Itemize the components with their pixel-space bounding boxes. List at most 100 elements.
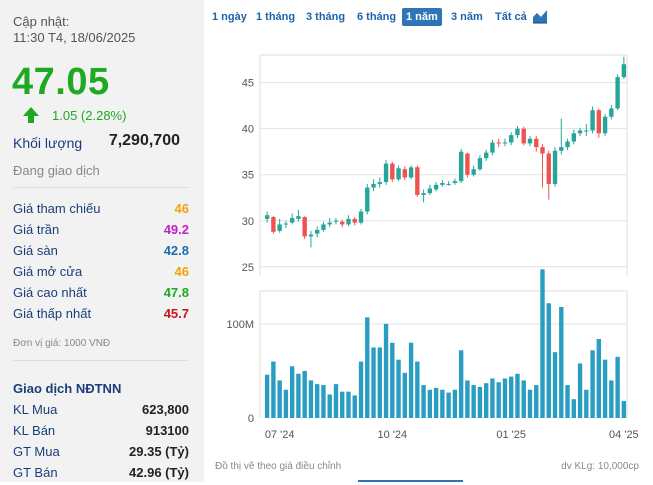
volume-value: 7,290,700	[108, 132, 180, 149]
price-stat-value: 46	[174, 264, 189, 279]
candle-body	[264, 215, 270, 219]
volume-bar	[552, 352, 558, 418]
volume-bar	[521, 380, 526, 418]
volume-bar	[596, 338, 602, 418]
price-change: 1.05 (2.28%)	[52, 108, 127, 123]
price-stat-value: 46	[174, 201, 189, 216]
price-tick-label: 45	[242, 78, 254, 90]
candle-body	[340, 221, 345, 225]
foreign-stat-label: KL Mua	[13, 402, 58, 417]
volume-bar	[321, 385, 326, 418]
candle-body	[440, 182, 445, 185]
volume-bar	[534, 385, 539, 418]
arrow-up-icon-stem	[28, 115, 34, 123]
candle-body	[446, 183, 451, 185]
price-stat-row: Giá tham chiếu 46	[13, 201, 189, 221]
volume-bar	[427, 389, 433, 418]
foreign-stat-value: 29.35 (Tỷ)	[129, 444, 189, 459]
foreign-stat-label: KL Bán	[13, 423, 56, 438]
price-stat-label: Giá sàn	[13, 243, 58, 258]
candle-body	[415, 167, 420, 195]
candle-body	[559, 147, 564, 151]
volume-bar	[421, 385, 426, 418]
candle-body	[427, 188, 433, 194]
range-tab[interactable]: 1 tháng	[256, 11, 296, 23]
price-stat-label: Giá tham chiếu	[13, 201, 101, 216]
candle-body	[590, 110, 595, 131]
candle-body	[602, 116, 608, 134]
range-tab[interactable]: 1 năm	[402, 8, 442, 26]
chart-footnote: Đồ thị vẽ theo giá điều chỉnh	[215, 461, 342, 472]
candle-body	[377, 182, 382, 184]
candle-body	[509, 135, 514, 143]
price-stat-label: Giá mở cửa	[13, 264, 83, 279]
candle-body	[327, 222, 332, 225]
volume-bar	[465, 380, 470, 418]
volume-bar	[577, 363, 583, 418]
candle-body	[534, 138, 539, 148]
range-tab[interactable]: 3 năm	[451, 11, 483, 23]
volume-bar	[502, 378, 508, 418]
range-tab[interactable]: 3 tháng	[306, 11, 346, 23]
volume-bar	[296, 373, 301, 418]
volume-bar	[340, 391, 345, 418]
price-tick-label: 35	[242, 170, 254, 182]
update-time: 11:30 T4, 18/06/2025	[13, 30, 136, 45]
area-chart-icon[interactable]	[532, 8, 548, 24]
candle-body	[358, 211, 364, 223]
candle-body	[333, 220, 339, 222]
foreign-stat-label: GT Bán	[13, 465, 58, 480]
volume-bar	[283, 389, 289, 418]
x-tick-label: 07 '24	[265, 429, 295, 441]
volume-bar	[408, 342, 414, 418]
volume-bar	[615, 356, 620, 418]
volume-bar	[621, 401, 627, 418]
candle-body	[296, 216, 301, 219]
candle-body	[546, 153, 551, 184]
trading-status: Đang giao dịch	[13, 163, 100, 178]
volume-tick-label: 0	[248, 413, 254, 425]
price-chart[interactable]: 25 30 35 40 45 0 100M 07 '24 10 '24 01 '25 04 '25	[0, 0, 653, 460]
candle-body	[596, 110, 602, 134]
volume-bar	[540, 269, 545, 418]
candle-body	[515, 128, 520, 136]
volume-bar	[527, 389, 533, 418]
scrollbar[interactable]	[358, 480, 463, 482]
volume-bar	[308, 380, 314, 418]
volume-bar	[433, 387, 439, 418]
volume-bar	[490, 378, 495, 418]
foreign-stat-row: GT Mua 29.35 (Tỷ)	[13, 444, 189, 464]
volume-bar	[358, 361, 364, 418]
candle-body	[433, 184, 439, 190]
range-tab[interactable]: 1 ngày	[212, 11, 247, 23]
volume-bar	[402, 372, 408, 418]
volume-bar	[590, 350, 595, 418]
volume-bar	[365, 317, 370, 418]
update-label: Cập nhật:	[13, 14, 70, 29]
candle-body	[471, 169, 476, 175]
volume-bar	[302, 370, 307, 418]
foreign-stat-row: KL Mua 623,800	[13, 402, 189, 422]
candle-body	[308, 234, 314, 237]
candle-body	[277, 224, 282, 231]
candle-body	[289, 217, 295, 223]
volume-bar	[315, 384, 320, 418]
price-stat-value: 45.7	[163, 306, 189, 321]
volume-bar	[346, 391, 351, 418]
volume-bar	[546, 303, 551, 418]
candle-body	[527, 138, 533, 144]
volume-bar	[377, 347, 382, 418]
volume-bar	[609, 380, 614, 418]
volume-unit-note: dv KLg: 10,000cp	[561, 461, 639, 472]
range-tab[interactable]: Tất cả	[495, 11, 527, 23]
volume-bar	[271, 361, 276, 418]
candle-body	[421, 193, 426, 195]
volume-bar	[327, 394, 332, 418]
volume-bar	[277, 380, 282, 418]
candle-body	[402, 169, 408, 178]
volume-bar	[496, 382, 501, 418]
volume-bar	[264, 374, 270, 418]
price-tick-label: 30	[242, 216, 254, 228]
price-stat-row: Giá cao nhất 47.8	[13, 285, 189, 305]
range-tab[interactable]: 6 tháng	[357, 11, 397, 23]
